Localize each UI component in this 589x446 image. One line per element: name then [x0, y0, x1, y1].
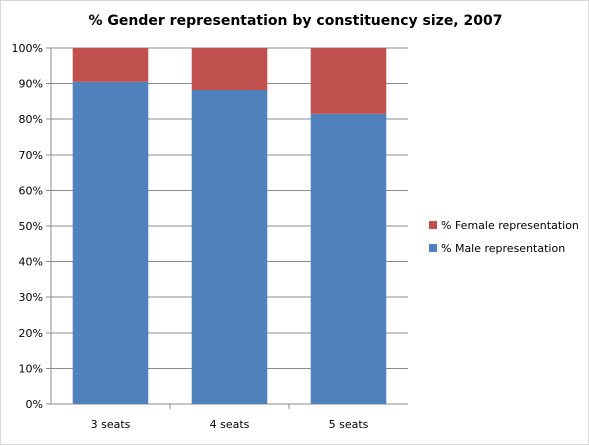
- bar-segment: [72, 48, 149, 82]
- y-tick-label: 10%: [19, 362, 43, 375]
- chart-title: % Gender representation by constituency …: [88, 13, 503, 29]
- y-tick-label: 0%: [26, 398, 43, 411]
- legend-label: % Male representation: [441, 242, 565, 255]
- bar-segment: [191, 48, 268, 91]
- y-tick-label: 90%: [19, 78, 43, 91]
- legend-label: % Female representation: [441, 219, 579, 232]
- bar-segment: [72, 81, 149, 404]
- y-tick-label: 50%: [19, 220, 43, 233]
- bar-segment: [310, 48, 387, 114]
- bar-segment: [191, 90, 268, 405]
- y-tick-label: 20%: [19, 327, 43, 340]
- y-tick-label: 40%: [19, 256, 43, 269]
- x-tick-label: 3 seats: [91, 418, 131, 431]
- y-tick-label: 70%: [19, 149, 43, 162]
- legend-swatch: [429, 221, 437, 229]
- bar-segment: [310, 113, 387, 405]
- x-tick-label: 5 seats: [329, 418, 369, 431]
- y-tick-label: 100%: [12, 42, 43, 55]
- legend-swatch: [429, 244, 437, 252]
- x-tick-label: 4 seats: [210, 418, 250, 431]
- y-tick-label: 80%: [19, 113, 43, 126]
- y-tick-label: 60%: [19, 184, 43, 197]
- y-tick-label: 30%: [19, 291, 43, 304]
